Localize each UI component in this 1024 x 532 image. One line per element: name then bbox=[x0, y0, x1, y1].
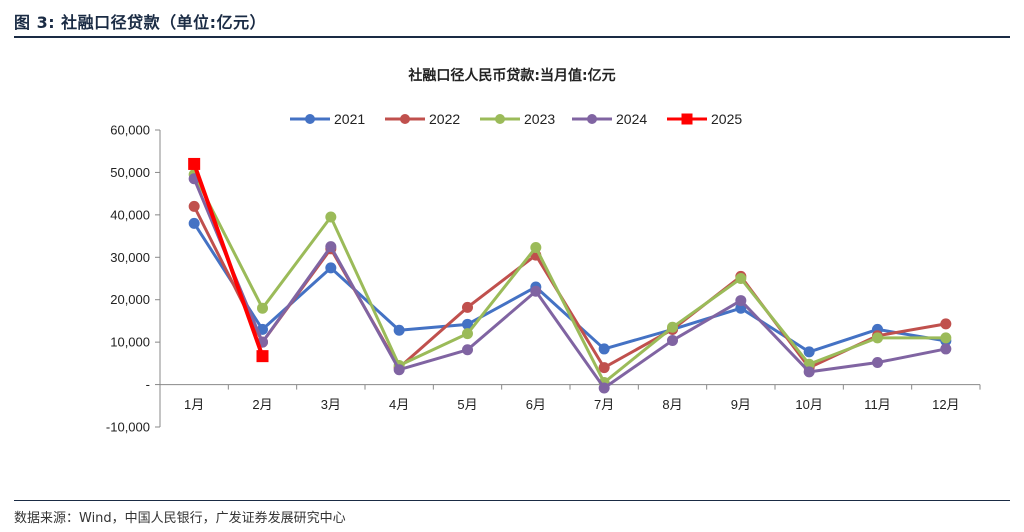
data-point bbox=[325, 211, 337, 223]
legend-label: 2022 bbox=[429, 111, 460, 127]
data-point bbox=[325, 241, 337, 253]
x-tick-label: 2月 bbox=[252, 397, 272, 412]
legend-swatch-marker bbox=[681, 113, 693, 125]
y-tick-label: 60,000 bbox=[110, 123, 150, 138]
legend-item: 2025 bbox=[667, 111, 742, 127]
data-point bbox=[462, 301, 473, 313]
chart-series bbox=[188, 157, 952, 394]
x-tick-label: 8月 bbox=[662, 397, 682, 412]
title-divider bbox=[14, 36, 1010, 38]
data-point bbox=[530, 285, 542, 297]
series-line bbox=[192, 163, 265, 357]
data-point bbox=[257, 302, 268, 314]
chart-legend: 2021 2022 2023 2024 2025 bbox=[290, 111, 742, 127]
figure-title: 图 3: 社融口径贷款（单位:亿元） bbox=[14, 13, 267, 32]
y-tick-label: 50,000 bbox=[110, 165, 150, 180]
data-point bbox=[735, 273, 747, 284]
data-point bbox=[598, 382, 610, 394]
y-tick-label: 30,000 bbox=[110, 250, 150, 265]
data-point bbox=[462, 318, 473, 330]
data-point bbox=[188, 157, 201, 170]
data-point bbox=[393, 324, 405, 336]
legend-swatch-marker bbox=[305, 114, 315, 124]
data-point bbox=[598, 362, 610, 374]
data-point bbox=[735, 295, 747, 307]
data-point bbox=[462, 344, 473, 356]
y-tick-label: -10,000 bbox=[106, 420, 150, 435]
data-point bbox=[872, 332, 883, 344]
series-2024 bbox=[188, 173, 952, 394]
line-chart: 社融口径人民币贷款:当月值:亿元 2021 2022 2023 2024 2025 -1… bbox=[106, 67, 981, 435]
legend-item: 2022 bbox=[385, 111, 460, 127]
data-point bbox=[667, 321, 678, 333]
data-point bbox=[188, 200, 200, 212]
y-tick-label: 40,000 bbox=[110, 207, 150, 222]
x-tick-label: 7月 bbox=[594, 397, 614, 412]
data-point bbox=[803, 366, 815, 378]
data-point bbox=[667, 334, 678, 346]
chart-title: 社融口径人民币贷款:当月值:亿元 bbox=[407, 67, 615, 84]
legend-item: 2021 bbox=[290, 111, 365, 127]
x-tick-label: 5月 bbox=[457, 397, 477, 412]
x-tick-label: 3月 bbox=[321, 397, 341, 412]
x-tick-label: 1月 bbox=[184, 397, 204, 412]
series-line bbox=[192, 222, 947, 354]
y-tick-label: - bbox=[146, 377, 150, 392]
data-source-note: 数据来源：Wind，中国人民银行，广发证券发展研究中心 bbox=[14, 511, 346, 526]
legend-label: 2024 bbox=[616, 111, 647, 127]
series-line bbox=[192, 173, 946, 384]
series-2023 bbox=[188, 169, 952, 388]
x-tick-label: 4月 bbox=[389, 397, 409, 412]
legend-label: 2021 bbox=[334, 111, 365, 127]
legend-label: 2023 bbox=[524, 111, 555, 127]
legend-swatch-marker bbox=[495, 114, 505, 124]
x-tick-label: 9月 bbox=[731, 397, 751, 412]
data-point bbox=[530, 242, 542, 254]
series-2025 bbox=[188, 157, 269, 363]
x-tick-label: 11月 bbox=[864, 397, 891, 412]
x-tick-label: 6月 bbox=[526, 397, 546, 412]
data-point bbox=[803, 346, 815, 358]
legend-item: 2023 bbox=[480, 111, 555, 127]
source-divider bbox=[14, 500, 1010, 501]
data-point bbox=[462, 328, 473, 340]
data-point bbox=[940, 318, 952, 330]
data-point bbox=[256, 350, 269, 363]
y-tick-label: 20,000 bbox=[110, 292, 150, 307]
x-tick-label: 10月 bbox=[795, 397, 822, 412]
legend-swatch-marker bbox=[587, 114, 597, 124]
legend-swatch-marker bbox=[400, 114, 410, 124]
legend-item: 2024 bbox=[572, 111, 647, 127]
data-point bbox=[393, 364, 405, 376]
data-point bbox=[598, 343, 610, 355]
data-point bbox=[940, 343, 952, 355]
chart-axes: -10,000-10,00020,00030,00040,00050,00060… bbox=[106, 123, 981, 435]
legend-label: 2025 bbox=[711, 111, 742, 127]
x-tick-label: 12月 bbox=[932, 397, 959, 412]
data-point bbox=[940, 332, 952, 344]
series-line bbox=[192, 178, 947, 390]
data-point bbox=[872, 357, 883, 369]
data-point bbox=[325, 262, 337, 274]
y-tick-label: 10,000 bbox=[110, 335, 150, 350]
data-point bbox=[188, 217, 200, 229]
